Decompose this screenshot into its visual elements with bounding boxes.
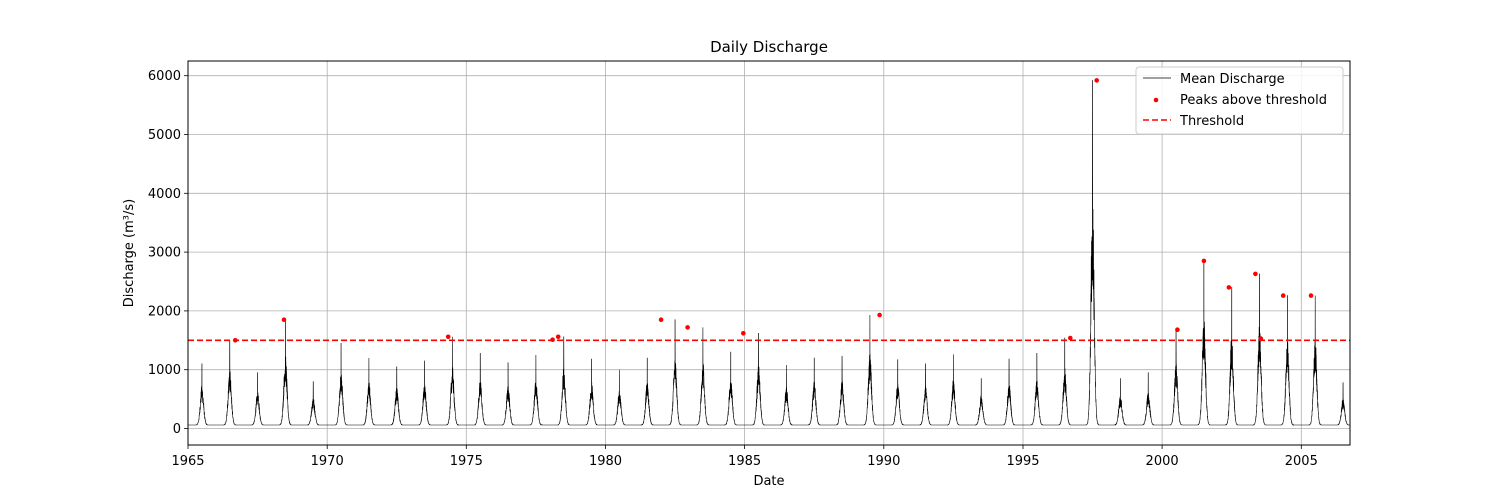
peak-point <box>685 325 690 330</box>
legend: Mean Discharge Peaks above threshold Thr… <box>1135 66 1344 135</box>
y-tick-label: 0 <box>173 422 181 437</box>
x-axis-ticks: 1965 1970 1975 1980 1985 1990 1995 2000 2005 <box>171 445 1318 469</box>
peak-point <box>1280 293 1286 298</box>
plot-area <box>188 78 1350 426</box>
peak-point <box>233 338 238 343</box>
peak-point <box>550 337 555 343</box>
peak-point <box>1253 271 1258 277</box>
peak-point <box>877 312 882 318</box>
y-tick-label: 3000 <box>148 246 181 261</box>
axes-frame <box>187 60 1351 446</box>
x-tick-label: 1985 <box>728 454 761 469</box>
legend-marker-peaks <box>1153 97 1159 103</box>
legend-box <box>1135 66 1344 135</box>
y-tick-label: 2000 <box>148 304 181 319</box>
y-tick-label: 6000 <box>148 69 181 84</box>
y-axis-ticks: 0 1000 2000 3000 4000 5000 6000 <box>148 69 188 437</box>
x-axis-label: Date <box>753 474 784 489</box>
legend-label-peaks: Peaks above threshold <box>1180 93 1327 108</box>
x-tick-label: 1970 <box>311 454 344 469</box>
y-tick-label: 4000 <box>148 187 181 202</box>
peak-point <box>281 317 287 323</box>
y-axis-label: Discharge (m³/s) <box>122 199 137 307</box>
peak-point <box>445 334 451 340</box>
x-tick-label: 1975 <box>450 454 483 469</box>
x-tick-label: 1990 <box>867 454 900 469</box>
peak-point <box>1094 78 1099 83</box>
x-tick-label: 1995 <box>1006 454 1039 469</box>
peak-point <box>1226 285 1232 290</box>
chart-title: Daily Discharge <box>710 38 828 56</box>
peak-point <box>1201 258 1207 264</box>
x-tick-label: 1965 <box>171 454 204 469</box>
peak-point <box>1175 327 1180 333</box>
peak-point <box>658 317 664 323</box>
x-tick-label: 1980 <box>589 454 622 469</box>
x-tick-label: 2005 <box>1285 454 1318 469</box>
legend-label-threshold: Threshold <box>1179 114 1244 129</box>
peak-point <box>555 334 561 340</box>
peak-point <box>741 331 746 336</box>
peak-point <box>1308 293 1314 298</box>
y-tick-label: 5000 <box>148 128 181 143</box>
mean-discharge-line <box>188 80 1350 426</box>
x-tick-label: 2000 <box>1146 454 1179 469</box>
legend-label-mean-discharge: Mean Discharge <box>1180 72 1285 87</box>
peak-point <box>1068 335 1073 341</box>
peak-point <box>1258 336 1264 341</box>
y-tick-label: 1000 <box>148 363 181 378</box>
